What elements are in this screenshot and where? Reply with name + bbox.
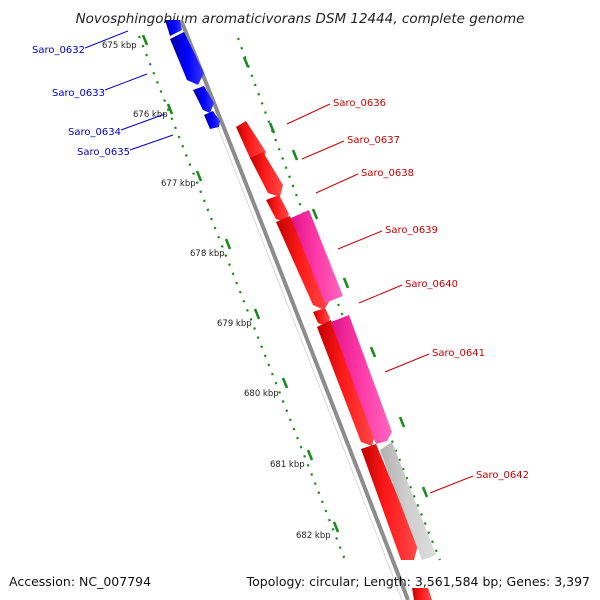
gene-arrow-next bbox=[412, 588, 432, 600]
gene-arrow-saro-0640b bbox=[313, 308, 330, 326]
tick-label: 681 kbp bbox=[270, 460, 305, 470]
tick-mark bbox=[141, 34, 149, 46]
gene-label-left[interactable]: Saro_0632 bbox=[32, 45, 85, 56]
label-leader-line bbox=[358, 284, 403, 304]
label-leader-line bbox=[315, 173, 359, 194]
gene-arrow-saro-0636 bbox=[236, 121, 266, 163]
label-leader-line bbox=[384, 353, 430, 373]
tick-label: 682 kbp bbox=[296, 531, 331, 541]
gray-feature bbox=[380, 442, 436, 560]
tick-mark-inner bbox=[242, 56, 250, 68]
tick-mark bbox=[332, 521, 340, 533]
tick-label: 677 kbp bbox=[161, 179, 196, 189]
right-gene-labels: Saro_0636 Saro_0637 Saro_0638 Saro_0639 Saro… bbox=[286, 98, 529, 494]
gene-arrow-saro-0637 bbox=[250, 152, 283, 197]
tick-mark bbox=[166, 103, 174, 115]
gene-arrow-saro-0634 bbox=[193, 86, 214, 113]
tick-mark bbox=[195, 170, 203, 182]
feature-track bbox=[291, 210, 436, 560]
tick-mark bbox=[224, 238, 232, 250]
gene-arrow-saro-0635 bbox=[204, 111, 220, 129]
gene-label-left[interactable]: Saro_0634 bbox=[68, 127, 121, 138]
gene-label-right[interactable]: Saro_0640 bbox=[405, 279, 458, 290]
topology-text: Topology: circular; Length: 3,561,584 bp… bbox=[246, 574, 590, 589]
map-title: Novosphingobium aromaticivorans DSM 1244… bbox=[76, 11, 525, 27]
gene-arrow-saro-0641 bbox=[317, 320, 376, 446]
left-gene-labels: Saro_0632 Saro_0633 Saro_0634 Saro_0635 bbox=[32, 30, 174, 158]
label-leader-line bbox=[301, 140, 345, 160]
gene-label-right[interactable]: Saro_0637 bbox=[347, 135, 400, 146]
label-leader-line bbox=[337, 230, 383, 250]
gene-label-left[interactable]: Saro_0635 bbox=[77, 147, 130, 158]
gene-arrow-saro-0633 bbox=[170, 32, 204, 85]
gene-label-right[interactable]: Saro_0642 bbox=[476, 470, 529, 481]
label-leader-line bbox=[286, 103, 331, 125]
tick-mark-inner bbox=[369, 346, 377, 358]
tick-label: 676 kbp bbox=[133, 110, 168, 120]
gene-label-right[interactable]: Saro_0636 bbox=[333, 98, 386, 109]
label-leader-line bbox=[84, 30, 129, 49]
tick-mark-inner bbox=[421, 486, 429, 498]
tick-track: 675 kbp 676 kbp 677 kbp 678 kbp 679 kbp 680 k… bbox=[102, 34, 442, 561]
label-leader-line bbox=[104, 73, 148, 91]
tick-label: 678 kbp bbox=[190, 249, 225, 259]
tick-mark bbox=[281, 377, 289, 389]
label-leader-line bbox=[129, 134, 174, 151]
backbone-outer bbox=[179, 19, 410, 600]
tick-mark bbox=[253, 308, 261, 320]
tick-mark-inner bbox=[342, 277, 350, 289]
tick-mark-inner bbox=[268, 122, 276, 134]
tick-label: 679 kbp bbox=[217, 319, 252, 329]
tick-label: 680 kbp bbox=[244, 389, 279, 399]
inner-tick-dots bbox=[236, 37, 442, 561]
tick-label: 675 kbp bbox=[102, 41, 137, 51]
forward-genes bbox=[236, 121, 432, 600]
label-leader-line bbox=[120, 113, 166, 131]
accession-text: Accession: NC_007794 bbox=[9, 574, 151, 589]
tick-mark bbox=[306, 449, 314, 461]
tick-mark-inner bbox=[291, 149, 299, 161]
gene-arrow-saro-0632 bbox=[165, 20, 182, 36]
gene-label-right[interactable]: Saro_0641 bbox=[432, 348, 485, 359]
reverse-genes bbox=[165, 20, 220, 129]
tick-marks: 675 kbp 676 kbp 677 kbp 678 kbp 679 kbp 680 k… bbox=[102, 34, 429, 541]
pink-feature-1 bbox=[291, 210, 343, 303]
gene-label-left[interactable]: Saro_0633 bbox=[52, 88, 105, 99]
pink-feature-2 bbox=[331, 315, 392, 444]
tick-mark-inner bbox=[311, 208, 319, 220]
gene-arrow-saro-0640a bbox=[276, 216, 330, 310]
gene-label-right[interactable]: Saro_0639 bbox=[385, 225, 438, 236]
label-leader-line bbox=[429, 475, 474, 494]
tick-mark-inner bbox=[398, 416, 406, 428]
gene-arrow-saro-0638 bbox=[266, 195, 289, 222]
gene-arrow-saro-0642 bbox=[361, 444, 418, 560]
gene-label-right[interactable]: Saro_0638 bbox=[361, 168, 414, 179]
